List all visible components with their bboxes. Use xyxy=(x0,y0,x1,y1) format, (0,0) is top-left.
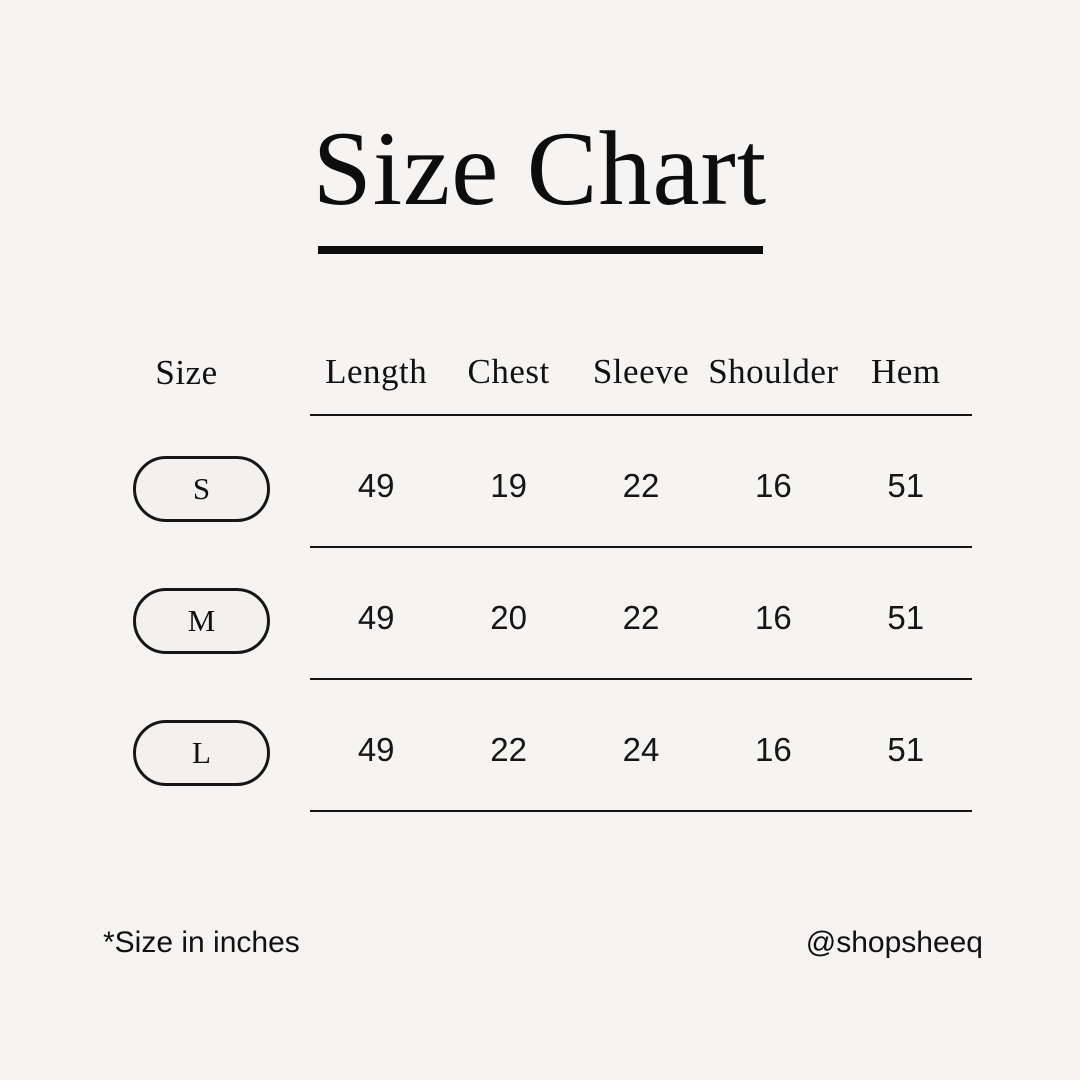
measurement-cells: 49 19 22 16 51 xyxy=(310,416,972,548)
value-s-shoulder: 16 xyxy=(755,467,792,504)
value-l-length: 49 xyxy=(357,731,395,768)
table-header-row: Size Length Chest Sleeve Shoulder Hem xyxy=(110,330,972,416)
account-handle: @shopsheeq xyxy=(805,926,983,959)
value-l-sleeve: 24 xyxy=(622,731,660,768)
size-badge-label: S xyxy=(192,471,211,506)
size-badge-label: M xyxy=(187,603,216,638)
units-note: *Size in inches xyxy=(103,926,300,959)
column-header-chest: Chest xyxy=(467,352,550,391)
size-column-header-cell: Size xyxy=(110,330,293,416)
table-row-medium: M 49 20 22 16 51 xyxy=(110,548,972,680)
value-l-shoulder: 16 xyxy=(755,731,792,768)
value-m-hem: 51 xyxy=(887,599,925,636)
column-header-hem: Hem xyxy=(871,352,941,391)
measurement-cells: 49 22 24 16 51 xyxy=(310,680,972,812)
value-m-shoulder: 16 xyxy=(755,599,792,636)
size-table: Size Length Chest Sleeve Shoulder Hem S … xyxy=(110,330,972,812)
title-underline xyxy=(317,246,763,254)
table-row-large: L 49 22 24 16 51 xyxy=(110,680,972,812)
footer: *Size in inches @shopsheeq xyxy=(0,926,1080,960)
value-m-length: 49 xyxy=(357,599,395,636)
column-header-size: Size xyxy=(155,353,218,392)
table-row-small: S 49 19 22 16 51 xyxy=(110,416,972,548)
value-m-chest: 20 xyxy=(490,599,527,636)
value-s-length: 49 xyxy=(357,467,395,504)
value-s-sleeve: 22 xyxy=(622,467,660,504)
value-l-hem: 51 xyxy=(887,731,925,768)
value-s-hem: 51 xyxy=(887,467,925,504)
value-s-chest: 19 xyxy=(490,467,527,504)
size-badge-l: L xyxy=(133,720,270,786)
value-l-chest: 22 xyxy=(490,731,527,768)
page-title: Size Chart xyxy=(312,110,768,227)
value-m-sleeve: 22 xyxy=(622,599,660,636)
size-badge-cell: S xyxy=(110,416,293,548)
size-badge-cell: L xyxy=(110,680,293,812)
column-header-sleeve: Sleeve xyxy=(592,352,690,391)
measurement-cells: 49 20 22 16 51 xyxy=(310,548,972,680)
size-badge-s: S xyxy=(133,456,270,522)
size-badge-cell: M xyxy=(110,548,293,680)
column-header-length: Length xyxy=(325,352,428,391)
column-header-shoulder: Shoulder xyxy=(708,352,839,391)
size-badge-label: L xyxy=(192,735,211,770)
measurement-header-cells: Length Chest Sleeve Shoulder Hem xyxy=(310,330,972,416)
size-badge-m: M xyxy=(133,588,270,654)
